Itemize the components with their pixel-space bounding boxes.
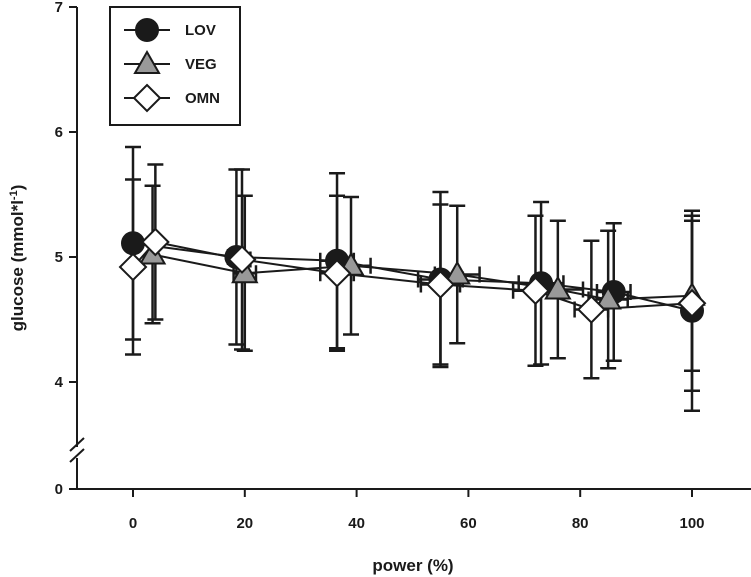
- data-point-omn: [322, 258, 352, 288]
- x-tick-label: 80: [572, 515, 589, 532]
- series-lov: [125, 145, 700, 412]
- legend-label-lov: LOV: [185, 22, 216, 39]
- y-ticks: 0 4 5 6 7: [55, 0, 77, 498]
- data-point-lov: [121, 231, 145, 256]
- axis-break-mark: [69, 448, 85, 463]
- data-point-omn: [576, 295, 606, 324]
- y-axis-label: glucose (mmol*l-1): [8, 185, 27, 332]
- y-axis-label-close: ): [8, 185, 27, 191]
- y-axis-label-sup: -1: [8, 190, 20, 200]
- legend-marker-lov: [135, 18, 159, 42]
- data-point-omn: [227, 245, 257, 274]
- data-point-omn: [118, 252, 148, 282]
- series-layer: [118, 145, 707, 412]
- x-tick-label: 0: [129, 515, 137, 532]
- legend-label-veg: VEG: [185, 56, 217, 73]
- y-tick-label: 4: [55, 374, 64, 391]
- legend-marker-omn: [132, 83, 162, 113]
- legend: LOV VEG OMN: [109, 6, 241, 126]
- x-axis-label: power (%): [372, 556, 453, 575]
- data-point-veg: [231, 259, 259, 284]
- x-tick-label: 60: [460, 515, 477, 532]
- data-point-veg: [544, 275, 572, 300]
- markers-omn: [118, 227, 707, 324]
- data-point-veg: [443, 260, 471, 285]
- legend-label-omn: OMN: [185, 90, 220, 107]
- axis-break-mark: [69, 437, 85, 452]
- legend-marker-veg: [133, 49, 161, 74]
- y-tick-label: 7: [55, 0, 63, 16]
- y-tick-label: 5: [55, 249, 63, 266]
- x-tick-label: 100: [679, 515, 704, 532]
- y-tick-label: 6: [55, 124, 63, 141]
- data-point-veg: [594, 285, 622, 310]
- data-point-omn: [140, 227, 170, 257]
- x-tick-label: 40: [348, 515, 365, 532]
- data-point-omn: [677, 288, 707, 318]
- legend-box: [109, 6, 241, 126]
- axes: [69, 7, 751, 490]
- x-ticks: 0 20 40 60 80 100: [129, 489, 705, 532]
- data-point-omn: [521, 276, 550, 306]
- data-point-omn: [426, 270, 455, 299]
- y-axis-label-main: glucose (mmol*l: [8, 200, 27, 331]
- y-tick-label: 0: [55, 481, 63, 498]
- x-tick-label: 20: [236, 515, 253, 532]
